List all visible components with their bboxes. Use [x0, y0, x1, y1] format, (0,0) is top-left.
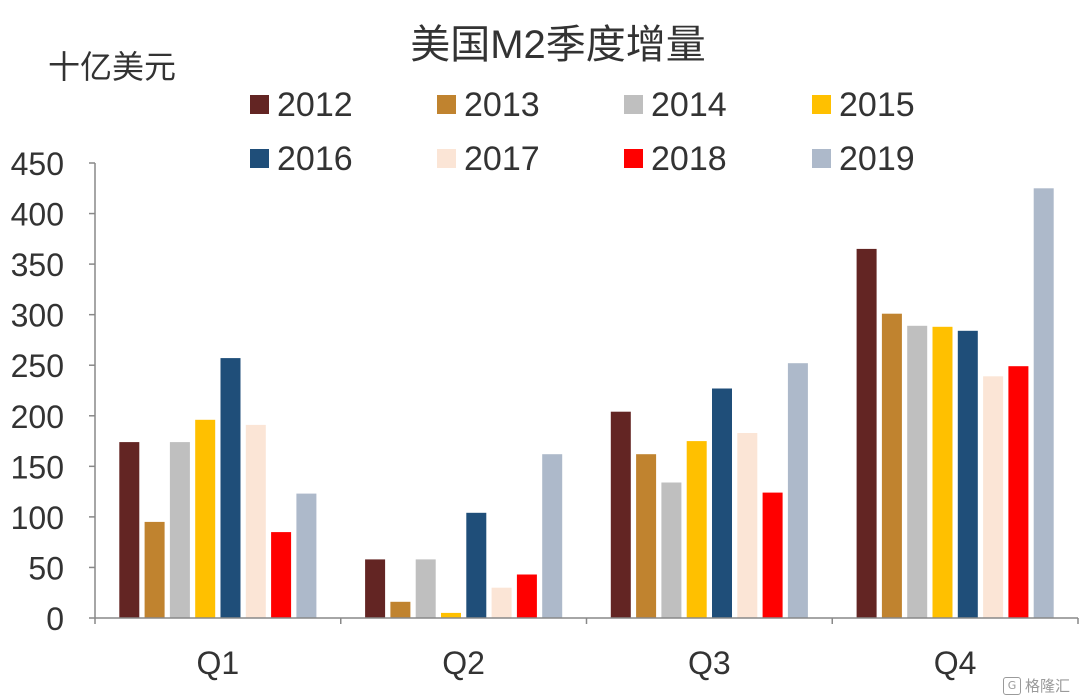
bar-2016-Q1 — [220, 358, 241, 618]
y-axis-ticks: 0 50 100 150 200 250 300 350 400 450 — [11, 146, 64, 637]
bar-2015-Q4 — [932, 326, 953, 618]
bar-2017-Q3 — [737, 433, 758, 618]
bar-2015-Q1 — [195, 419, 216, 618]
y-tick-label: 0 — [46, 601, 64, 637]
legend-label-2015: 2015 — [839, 86, 915, 124]
legend-label-2012: 2012 — [277, 86, 353, 124]
bar-2012-Q1 — [119, 442, 140, 618]
legend: 2012 2013 2014 2015 2016 2017 2018 2019 — [250, 86, 915, 178]
bar-2019-Q3 — [787, 363, 808, 618]
legend-swatch-2013 — [437, 95, 456, 114]
y-tick-label: 250 — [11, 348, 64, 384]
bar-2016-Q4 — [957, 330, 978, 618]
x-tick-label: Q3 — [688, 645, 731, 681]
legend-label-2019: 2019 — [839, 140, 915, 178]
x-tick-label: Q2 — [442, 645, 485, 681]
bar-2014-Q4 — [907, 325, 928, 618]
bar-2018-Q1 — [271, 532, 292, 618]
legend-swatch-2019 — [812, 149, 831, 168]
bar-2018-Q2 — [516, 574, 537, 618]
x-axis-labels: Q1 Q2 Q3 Q4 — [197, 645, 977, 681]
bar-2012-Q2 — [365, 559, 386, 618]
chart-title: 美国M2季度增量 — [410, 23, 706, 67]
watermark: G 格隆汇 — [1002, 675, 1070, 696]
bar-2014-Q1 — [169, 442, 190, 618]
y-tick-label: 200 — [11, 399, 64, 435]
y-tick-label: 150 — [11, 449, 64, 485]
y-tick-label: 350 — [11, 247, 64, 283]
gelonghui-logo-icon: G — [1002, 676, 1021, 695]
axes — [89, 162, 1079, 624]
legend-swatch-2017 — [437, 149, 456, 168]
y-tick-label: 450 — [11, 146, 64, 182]
bars — [119, 188, 1054, 619]
x-tick-label: Q1 — [197, 645, 240, 681]
legend-swatch-2014 — [624, 95, 643, 114]
legend-swatch-2015 — [812, 95, 831, 114]
y-tick-label: 50 — [28, 550, 64, 586]
bar-2013-Q3 — [636, 454, 657, 618]
bar-2013-Q1 — [144, 521, 165, 618]
watermark-text: 格隆汇 — [1024, 677, 1070, 695]
bar-2019-Q1 — [296, 493, 317, 618]
x-tick-label: Q4 — [934, 645, 977, 681]
bar-2013-Q4 — [881, 313, 902, 618]
bar-2013-Q2 — [390, 601, 411, 618]
bar-2017-Q4 — [983, 376, 1004, 618]
bar-2012-Q4 — [856, 248, 877, 618]
bar-2016-Q3 — [712, 388, 732, 618]
y-tick-label: 100 — [11, 500, 64, 536]
bar-2015-Q2 — [441, 612, 461, 618]
legend-swatch-2018 — [624, 149, 643, 168]
bar-2014-Q3 — [661, 482, 682, 618]
legend-swatch-2012 — [250, 95, 269, 114]
legend-label-2013: 2013 — [464, 86, 540, 124]
bar-2012-Q3 — [610, 411, 631, 618]
bar-2019-Q4 — [1033, 188, 1054, 619]
bar-2018-Q4 — [1008, 366, 1029, 618]
bar-2015-Q3 — [686, 441, 707, 618]
bar-2018-Q3 — [762, 492, 783, 618]
y-tick-label: 400 — [11, 197, 64, 233]
legend-swatch-2016 — [250, 149, 269, 168]
bar-2016-Q2 — [466, 512, 487, 618]
legend-label-2018: 2018 — [651, 140, 727, 178]
bar-2019-Q2 — [542, 454, 563, 618]
bar-2017-Q1 — [245, 424, 266, 618]
bar-2017-Q2 — [491, 587, 512, 618]
y-tick-label: 300 — [11, 298, 64, 334]
legend-label-2014: 2014 — [651, 86, 727, 124]
y-axis-unit-label: 十亿美元 — [48, 49, 176, 85]
legend-label-2016: 2016 — [277, 140, 353, 178]
legend-label-2017: 2017 — [464, 140, 540, 178]
bar-2014-Q2 — [415, 559, 436, 618]
